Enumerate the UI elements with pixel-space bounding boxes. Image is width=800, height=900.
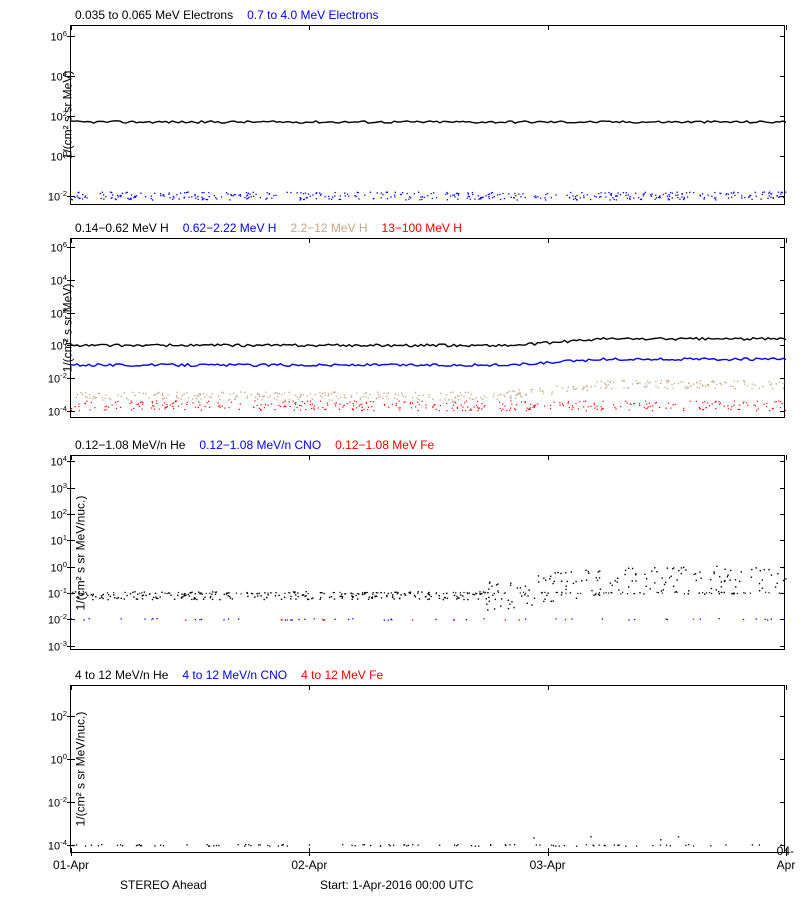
y-tick-label: 106 (31, 29, 67, 44)
y-tick-label: 10-2 (31, 189, 67, 204)
y-tick-label: 10-2 (31, 612, 67, 627)
y-tick-label: 10-2 (31, 371, 67, 386)
legend-item: 4 to 12 MeV Fe (301, 668, 383, 682)
y-tick-label: 104 (31, 69, 67, 84)
y-tick-label: 104 (31, 454, 67, 469)
y-tick-label: 100 (31, 560, 67, 575)
panel-legend: 4 to 12 MeV/n He 4 to 12 MeV/n CNO 4 to 12… (75, 668, 397, 682)
y-tick-label: 101 (31, 533, 67, 548)
legend-item: 0.7 to 4.0 MeV Electrons (247, 8, 378, 22)
panel-heavy-low: 0.12−1.08 MeV/n He0.12−1.08 MeV/n CNO0.1… (70, 455, 785, 650)
series-scatter (71, 400, 786, 411)
legend-item: 0.12−1.08 MeV/n He (75, 438, 185, 452)
y-tick-label: 102 (31, 109, 67, 124)
series-scatter (76, 380, 786, 401)
chart-page: 0.035 to 0.065 MeV Electrons 0.7 to 4.0 M… (0, 0, 800, 900)
y-tick-label: 106 (31, 240, 67, 255)
y-tick-label: 10-4 (31, 404, 67, 419)
footer-mission-label: STEREO Ahead (120, 878, 207, 892)
series-scatter (70, 618, 785, 621)
panel-electrons: 0.035 to 0.065 MeV Electrons0.7 to 4.0 M… (70, 25, 785, 205)
series-layer (71, 686, 784, 852)
series-layer (71, 239, 784, 417)
legend-item: 0.035 to 0.065 MeV Electrons (75, 8, 233, 22)
series-scatter (151, 618, 694, 621)
x-tick-mark (786, 238, 787, 243)
series-line (71, 358, 786, 366)
y-tick-label: 104 (31, 273, 67, 288)
series-scatter (71, 191, 786, 200)
series-layer (71, 456, 784, 649)
legend-item: 0.12−1.08 MeV/n CNO (199, 438, 321, 452)
y-tick-label: 103 (31, 481, 67, 496)
panel-heavy-high: 4 to 12 MeV/n He4 to 12 MeV/n CNO4 to 12… (70, 685, 785, 853)
y-tick-label: 100 (31, 338, 67, 353)
y-tick-label: 10-3 (31, 639, 67, 654)
legend-item: 0.62−2.22 MeV H (183, 221, 277, 235)
panel-legend: 0.12−1.08 MeV/n He 0.12−1.08 MeV/n CNO 0.1… (75, 438, 448, 452)
y-tick-label: 100 (31, 149, 67, 164)
y-tick-label: 102 (31, 709, 67, 724)
legend-item: 13−100 MeV H (382, 221, 462, 235)
y-tick-label: 102 (31, 507, 67, 522)
series-line (71, 338, 786, 347)
panel-legend: 0.14−0.62 MeV H 0.62−2.22 MeV H 2.2−12 MeV… (75, 221, 476, 235)
footer-start-time: Start: 1-Apr-2016 00:00 UTC (320, 878, 473, 892)
series-line (71, 121, 786, 123)
series-scatter (71, 566, 786, 611)
y-tick-label: 10-4 (31, 838, 67, 853)
y-tick-label: 102 (31, 306, 67, 321)
legend-item: 4 to 12 MeV/n He (75, 668, 168, 682)
legend-item: 0.14−0.62 MeV H (75, 221, 169, 235)
series-scatter (72, 836, 782, 847)
series-layer (71, 26, 784, 204)
x-tick-label: 03-Apr (530, 858, 566, 872)
x-tick-mark (786, 685, 787, 690)
x-tick-label: 02-Apr (291, 858, 327, 872)
panel-hydrogen: 0.14−0.62 MeV H0.62−2.22 MeV H2.2−12 MeV… (70, 238, 785, 418)
x-tick-label: 01-Apr (53, 858, 89, 872)
legend-item: 4 to 12 MeV/n CNO (182, 668, 287, 682)
y-tick-label: 10-1 (31, 586, 67, 601)
panel-legend: 0.035 to 0.065 MeV Electrons 0.7 to 4.0 M… (75, 8, 393, 22)
legend-item: 0.12−1.08 MeV Fe (335, 438, 434, 452)
x-tick-mark (786, 25, 787, 30)
legend-item: 2.2−12 MeV H (290, 221, 367, 235)
y-tick-label: 10-2 (31, 795, 67, 810)
y-tick-label: 100 (31, 752, 67, 767)
x-tick-mark (786, 455, 787, 460)
